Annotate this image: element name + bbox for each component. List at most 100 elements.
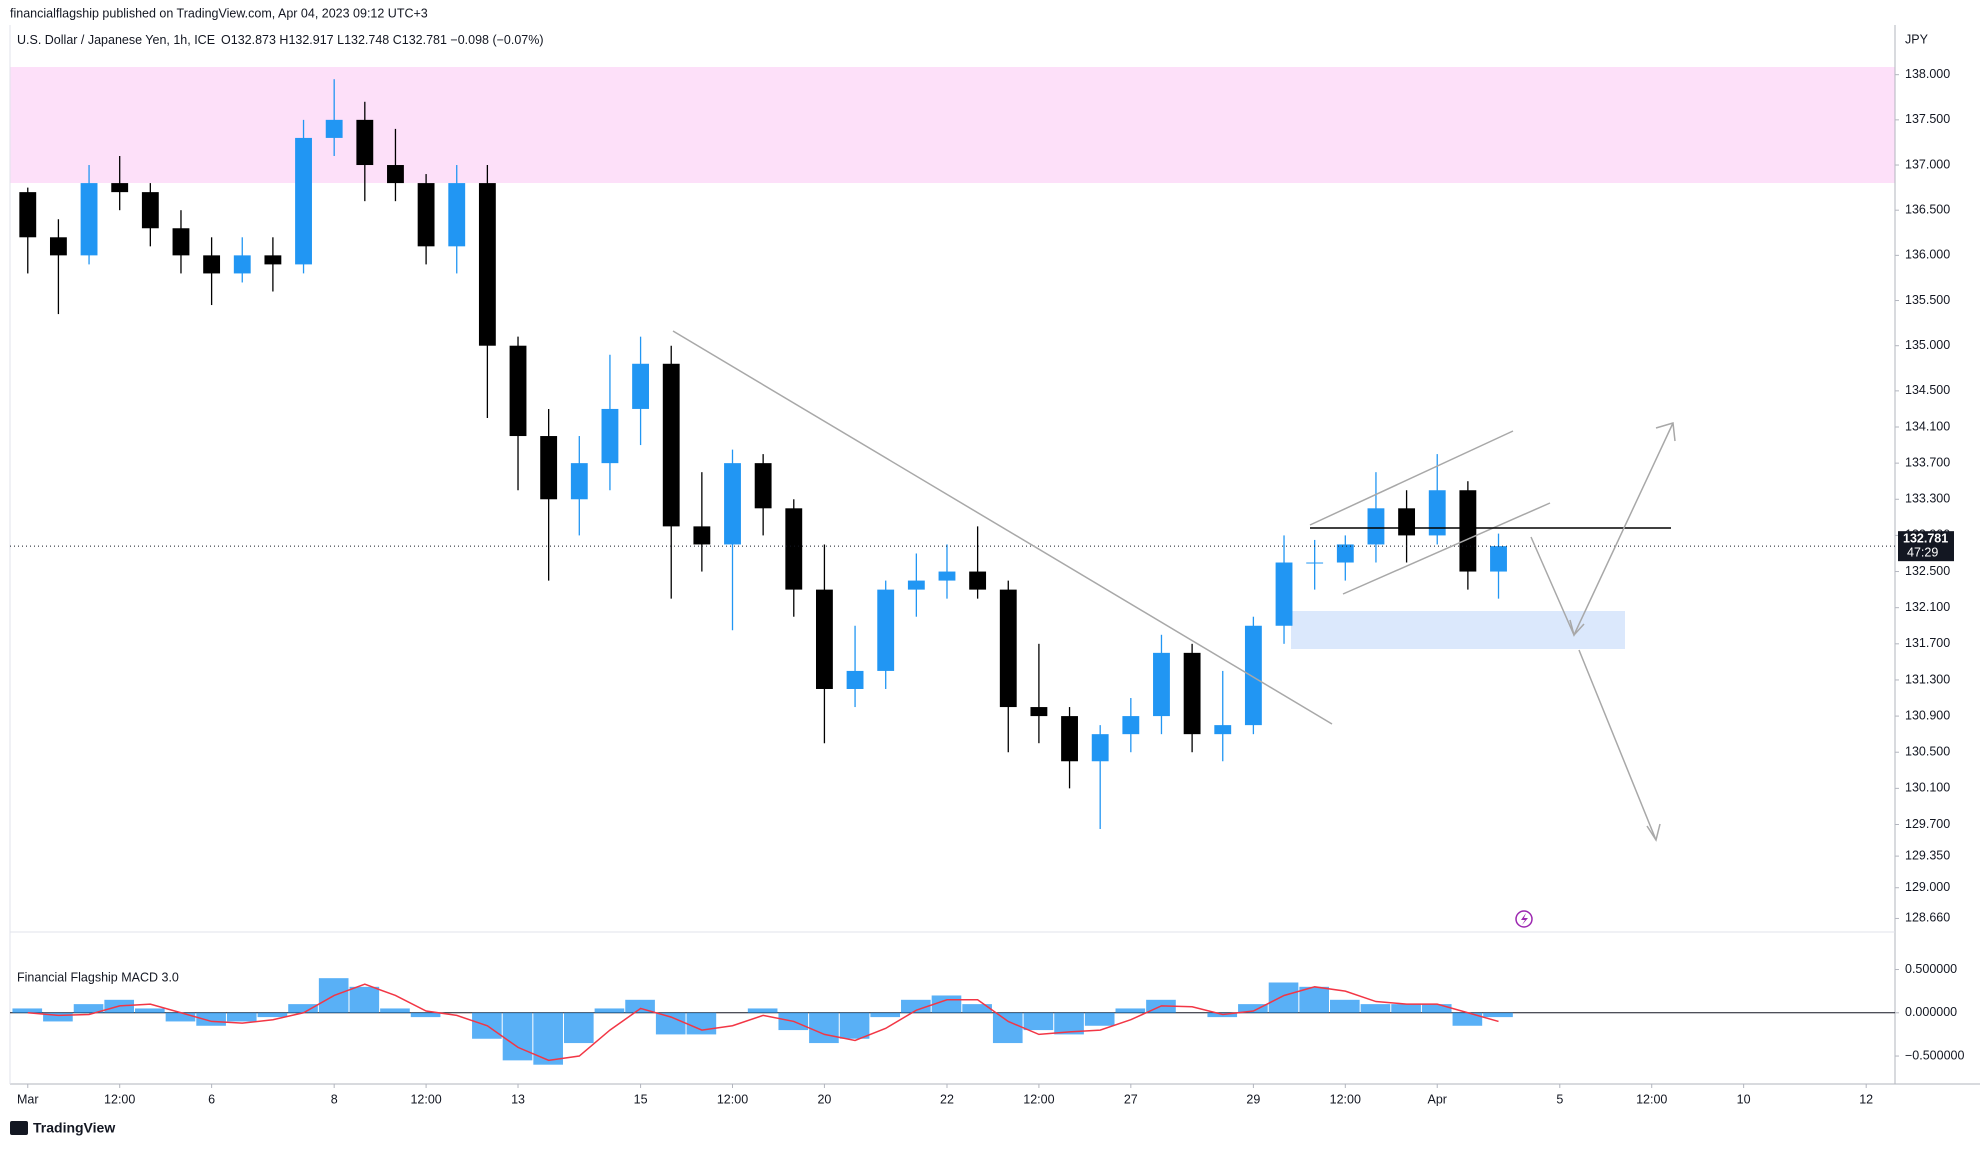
trend-line: [672, 330, 1333, 725]
macd-bar: [992, 1012, 1023, 1044]
macd-bar: [1023, 1012, 1054, 1031]
y-tick-label: 130.900: [1905, 708, 1950, 722]
macd-bar: [625, 999, 655, 1013]
candle-body: [1367, 508, 1385, 545]
macd-bar: [1452, 1012, 1483, 1026]
candle-body: [907, 580, 925, 590]
macd-bar: [165, 1012, 196, 1022]
macd-bar: [380, 1008, 410, 1013]
macd-bar: [1391, 1004, 1421, 1013]
x-tick-label: 12:00: [1330, 1092, 1361, 1106]
event-icon[interactable]: [1515, 910, 1533, 928]
macd-bar: [1329, 999, 1360, 1013]
macd-bar: [809, 1012, 839, 1044]
x-tick-label: 20: [817, 1092, 831, 1106]
y-tick-label: 137.500: [1905, 112, 1950, 126]
candle-body: [846, 670, 864, 689]
macd-bar: [1360, 1004, 1391, 1013]
y-tick-label: 131.700: [1905, 636, 1950, 650]
candle-body: [785, 508, 803, 590]
supply-zone: [10, 67, 1895, 183]
macd-bar: [533, 1012, 563, 1065]
y-tick-label: 129.000: [1905, 880, 1950, 894]
y-tick-label: 134.100: [1905, 419, 1950, 433]
macd-bar: [870, 1012, 901, 1018]
y-tick-label: 130.500: [1905, 745, 1950, 759]
symbol-info: U.S. Dollar / Japanese Yen, 1h, ICE O132.…: [17, 33, 544, 47]
arrow-head: [1646, 823, 1661, 842]
candle-body: [1244, 625, 1262, 726]
x-tick-label: 12: [1859, 1092, 1873, 1106]
x-tick-label: 27: [1124, 1092, 1138, 1106]
candle-body: [1490, 546, 1507, 572]
macd-bar: [686, 1012, 717, 1035]
candle-body: [1398, 508, 1416, 536]
macd-bar: [563, 1012, 594, 1044]
x-tick-label: 6: [208, 1092, 215, 1106]
candle-body: [325, 119, 343, 138]
candle-body: [754, 463, 772, 509]
indicator-title: Financial Flagship MACD 3.0: [17, 970, 179, 984]
macd-bar: [1115, 1008, 1146, 1013]
candle-body: [448, 183, 466, 247]
x-tick-label: 12:00: [717, 1092, 748, 1106]
macd-bar: [1238, 1004, 1268, 1013]
y-tick-label: 0.000000: [1905, 1005, 1957, 1019]
candle-body: [295, 137, 312, 265]
y-tick-label: 136.000: [1905, 248, 1950, 262]
x-tick-label: 22: [940, 1092, 954, 1106]
macd-bar: [655, 1012, 686, 1035]
event-icon-bolt: [1521, 913, 1528, 925]
macd-bar: [73, 1004, 104, 1013]
y-tick-label: 138.000: [1905, 67, 1950, 81]
macd-bar: [594, 1008, 625, 1013]
logo-icon: [10, 1121, 28, 1135]
candle-body: [570, 463, 588, 500]
candle-body: [478, 183, 496, 346]
candle-body: [1122, 716, 1140, 735]
x-tick-label: 13: [511, 1092, 525, 1106]
candle-body: [1153, 652, 1170, 717]
y-tick-label: 0.500000: [1905, 962, 1957, 976]
y-tick-label: 130.100: [1905, 781, 1950, 795]
macd-bar: [1421, 1004, 1452, 1013]
x-tick-label: 12:00: [1023, 1092, 1054, 1106]
demand-zone: [1291, 611, 1625, 649]
y-tick-label: 132.100: [1905, 600, 1950, 614]
y-tick-label: −0.500000: [1905, 1048, 1964, 1062]
x-tick-label: 8: [331, 1092, 338, 1106]
channel-line: [1309, 430, 1514, 526]
candle-body: [1459, 490, 1477, 572]
y-tick-label: 129.350: [1905, 848, 1950, 862]
y-tick-label: 128.660: [1905, 911, 1950, 925]
x-tick-label: 15: [634, 1092, 648, 1106]
publisher: financialflagship published on TradingVi…: [10, 6, 428, 20]
arrow-head: [1655, 422, 1676, 442]
candle-body: [540, 436, 558, 500]
y-tick-label: 129.700: [1905, 817, 1950, 831]
channel-line: [1342, 502, 1551, 595]
candle-body: [80, 183, 98, 256]
candle-body: [233, 255, 251, 274]
candle-body: [724, 463, 741, 545]
x-tick-label: 10: [1737, 1092, 1751, 1106]
candle-body: [601, 408, 619, 464]
x-tick-label: 12:00: [104, 1092, 135, 1106]
candle-body: [19, 192, 37, 238]
candle-body: [417, 183, 435, 247]
candle-body: [938, 571, 956, 581]
projection-arrows: [1530, 422, 1676, 842]
marks: 138.000 137.500 137.000 136.500 136.000 135.5…: [10, 67, 1964, 1106]
candle-body: [1183, 652, 1201, 735]
candle-body: [509, 345, 527, 437]
macd-bar: [1268, 982, 1299, 1013]
macd-bar: [349, 986, 380, 1013]
candle-body: [111, 183, 129, 193]
signal-line: [27, 983, 1499, 1062]
macd-bar: [1483, 1012, 1513, 1018]
macd-bar: [962, 1004, 992, 1013]
y-tick-label: 137.000: [1905, 157, 1950, 171]
ohlc-legend: O132.873 H132.917 L132.748 C132.781 −0.0…: [221, 33, 543, 47]
